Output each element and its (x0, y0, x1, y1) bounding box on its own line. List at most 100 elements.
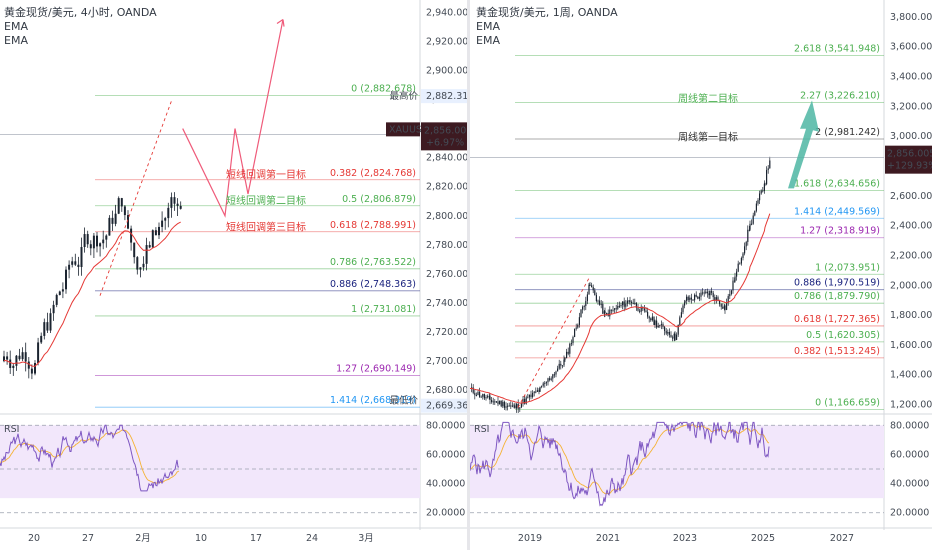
candle-body (682, 305, 684, 313)
fib-level-label: 2.27 (3,226.210) (800, 90, 880, 101)
low-price-tag: 2,669.365 (426, 401, 468, 412)
candle-body (766, 170, 768, 185)
candle-body (508, 405, 510, 407)
candle-body (653, 316, 655, 325)
candle-body (606, 313, 608, 315)
candle-body (694, 294, 696, 301)
candle-body (485, 397, 487, 399)
candle-body (516, 403, 518, 409)
candle-body (27, 361, 30, 369)
candle-body (74, 261, 77, 265)
candle-body (567, 351, 569, 354)
candle-body (686, 296, 688, 301)
panel-divider[interactable] (467, 0, 470, 550)
price-axis-tick-label: 2,200.000 (890, 250, 932, 261)
candle-body (705, 291, 707, 293)
rsi-axis-tick-label: 20.0000 (426, 508, 465, 519)
candle-body (697, 296, 699, 299)
candle-body (673, 333, 675, 339)
high-price-tag-bg (421, 89, 468, 104)
candle-body (708, 293, 710, 296)
candle-body (179, 205, 182, 209)
candle-body (522, 399, 524, 404)
candle-body (645, 310, 647, 312)
candle-body (68, 264, 71, 270)
candle-body (127, 215, 129, 229)
chart-weekly-svg[interactable]: 3,800.000 3,600.000 3,400.000 3,200.000 3,00… (470, 0, 932, 550)
candle-body (477, 391, 479, 396)
fib-level-label: 1 (2,731.081) (351, 304, 416, 315)
candle-body (732, 280, 734, 291)
candle-body (674, 333, 676, 340)
projection-arrow (788, 100, 819, 189)
candle-body (602, 303, 604, 314)
candle-body (712, 292, 714, 298)
candle-body (507, 405, 509, 407)
candle-body (569, 343, 571, 354)
candle-body (495, 401, 497, 403)
price-axis-tick-label: 2,680.000 (426, 385, 468, 396)
candle-body (161, 220, 164, 227)
candle-body (754, 210, 756, 216)
candle-body (714, 297, 716, 301)
candle-body (40, 335, 43, 343)
candle-body (494, 401, 496, 403)
rsi-axis-tick-label: 80.0000 (426, 420, 465, 431)
candle-body (176, 203, 179, 206)
candle-body (629, 300, 631, 302)
candle-body (623, 301, 625, 307)
candle-body (588, 284, 590, 295)
candle-body (717, 297, 719, 301)
candle-body (654, 320, 656, 325)
candle-body (594, 290, 596, 296)
candle-body (564, 358, 566, 360)
candle-body (736, 271, 738, 277)
candle-body (748, 229, 750, 231)
candle-body (597, 300, 599, 302)
candle-body (525, 397, 527, 404)
candle-body (497, 401, 499, 405)
candle-body (689, 297, 691, 301)
chart-weekly-panel[interactable]: 3,800.000 3,600.000 3,400.000 3,200.000 3,00… (470, 0, 932, 550)
candle-body (55, 294, 58, 305)
time-axis-tick-label: 2025 (751, 533, 775, 544)
candle-body (722, 306, 724, 309)
last-price-tag-bg (421, 122, 468, 151)
fib-level-label: 0.618 (1,727.365) (794, 314, 880, 325)
candle-body (687, 296, 689, 301)
candle-body (474, 392, 476, 396)
last-price-tag-bg (885, 145, 932, 174)
candle-body (489, 396, 491, 400)
candle-body (668, 332, 670, 335)
candle-body (726, 302, 728, 310)
candle-body (170, 197, 173, 208)
candle-body (513, 405, 515, 407)
rsi-band (0, 425, 420, 499)
candle-body (12, 365, 15, 368)
annotation-label: 短线回调第二目标 (226, 194, 306, 207)
price-axis-tick-label: 2,600.000 (890, 191, 932, 202)
time-axis-tick-label: 24 (306, 533, 318, 544)
candle-body (510, 405, 512, 407)
candle-body (749, 223, 751, 230)
candle-body (65, 269, 67, 290)
price-axis-tick-label: 2,840.000 (426, 153, 468, 164)
candle-body (660, 324, 662, 326)
price-axis-tick-label: 3,200.000 (890, 101, 932, 112)
fib-level-label: 0 (1,166.659) (815, 398, 880, 409)
candle-body (96, 235, 98, 247)
price-axis-tick-label: 1,800.000 (890, 310, 932, 321)
indicator-label-ema-2: EMA (4, 34, 28, 47)
price-axis-tick-label: 2,780.000 (426, 240, 468, 251)
price-axis-tick-label: 3,000.000 (890, 131, 932, 142)
chart-4h-svg[interactable]: 2,940.0002,920.0002,900.0002,880.0002,86… (0, 0, 468, 550)
price-change-tag: +6.97% (426, 137, 464, 148)
price-axis-tick-label: 1,400.000 (890, 370, 932, 381)
candle-body (622, 301, 624, 306)
chart-4h-panel[interactable]: 2,940.0002,920.0002,900.0002,880.0002,86… (0, 0, 468, 550)
candle-body (99, 243, 102, 247)
candle-body (475, 395, 477, 397)
rsi-axis-tick-label: 40.0000 (890, 479, 929, 490)
candle-body (154, 230, 157, 236)
candle-body (610, 309, 612, 311)
